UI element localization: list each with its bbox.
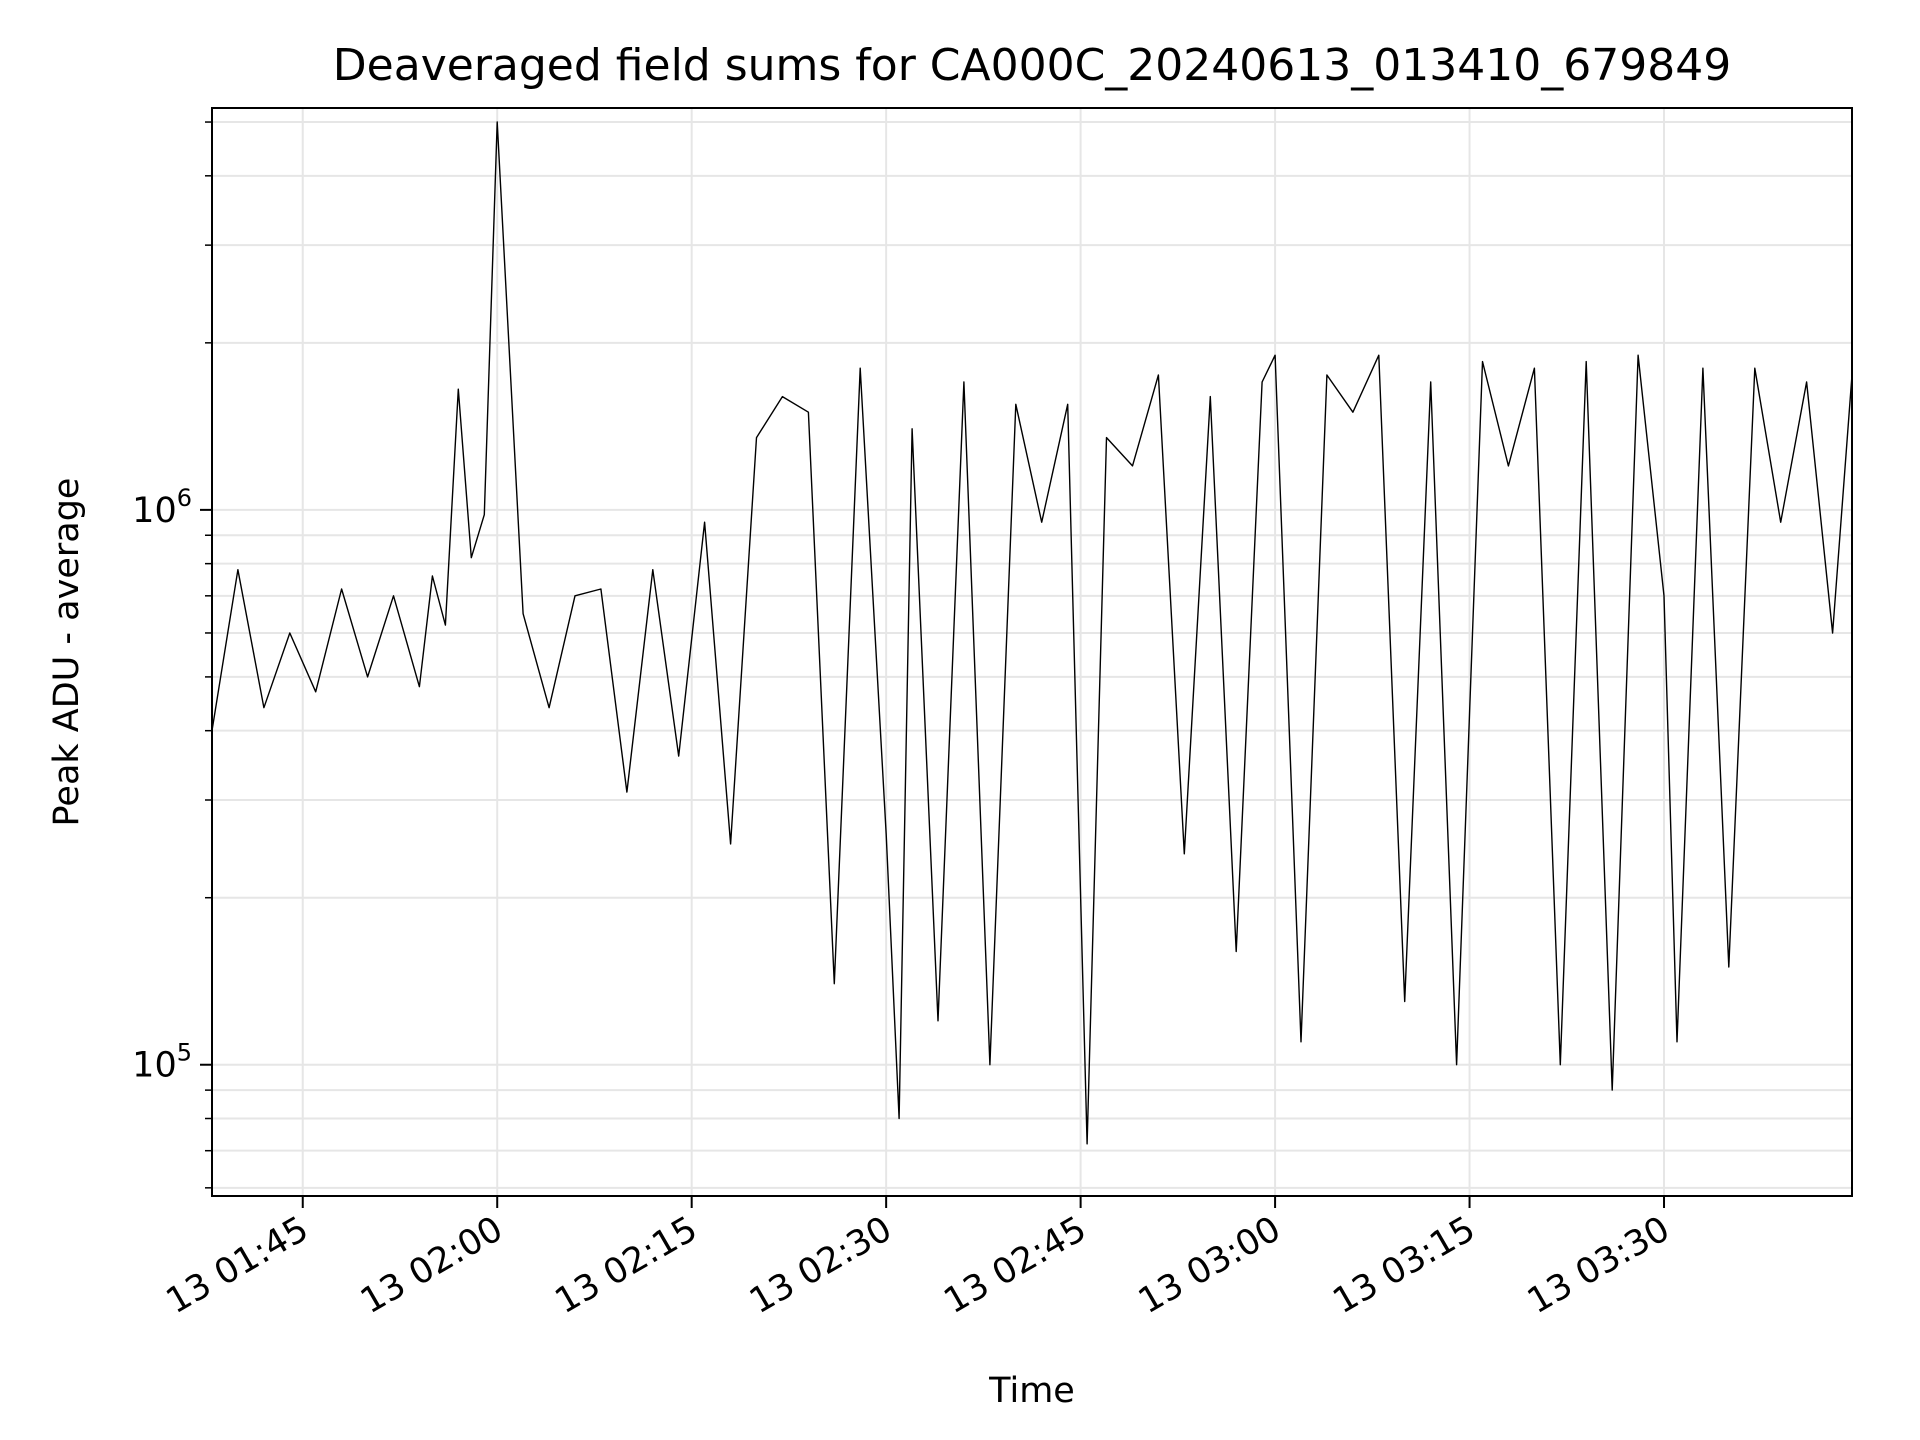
x-tick-label: 13 03:30 [1521, 1209, 1677, 1322]
x-tick-label: 13 01:45 [160, 1209, 316, 1322]
x-ticks: 13 01:45 13 02:00 13 02:15 13 02:30 13 02:45… [160, 1196, 1677, 1322]
x-tick-label: 13 03:15 [1326, 1209, 1482, 1322]
x-tick-label: 13 02:00 [354, 1209, 510, 1322]
x-tick-label: 13 03:00 [1132, 1209, 1288, 1322]
plot-frame [211, 107, 1853, 1197]
y-tick-exponent: 6 [177, 484, 192, 512]
x-tick-label: 13 02:30 [743, 1209, 899, 1322]
series-line [211, 121, 1853, 1145]
series-group [211, 121, 1853, 1145]
y-tick-base: 10 [132, 491, 177, 531]
x-tick-label: 13 02:45 [938, 1209, 1094, 1322]
y-tick-label: 106 [132, 484, 192, 531]
grid [212, 108, 1852, 1196]
x-tick-label: 13 02:15 [549, 1209, 705, 1322]
y-axis-label: Peak ADU - average [47, 478, 87, 827]
chart-title: Deaveraged field sums for CA000C_2024061… [333, 40, 1731, 91]
y-tick-exponent: 5 [177, 1039, 192, 1067]
x-axis-label: Time [988, 1371, 1075, 1411]
y-tick-label: 105 [132, 1039, 192, 1086]
y-tick-base: 10 [132, 1046, 177, 1086]
